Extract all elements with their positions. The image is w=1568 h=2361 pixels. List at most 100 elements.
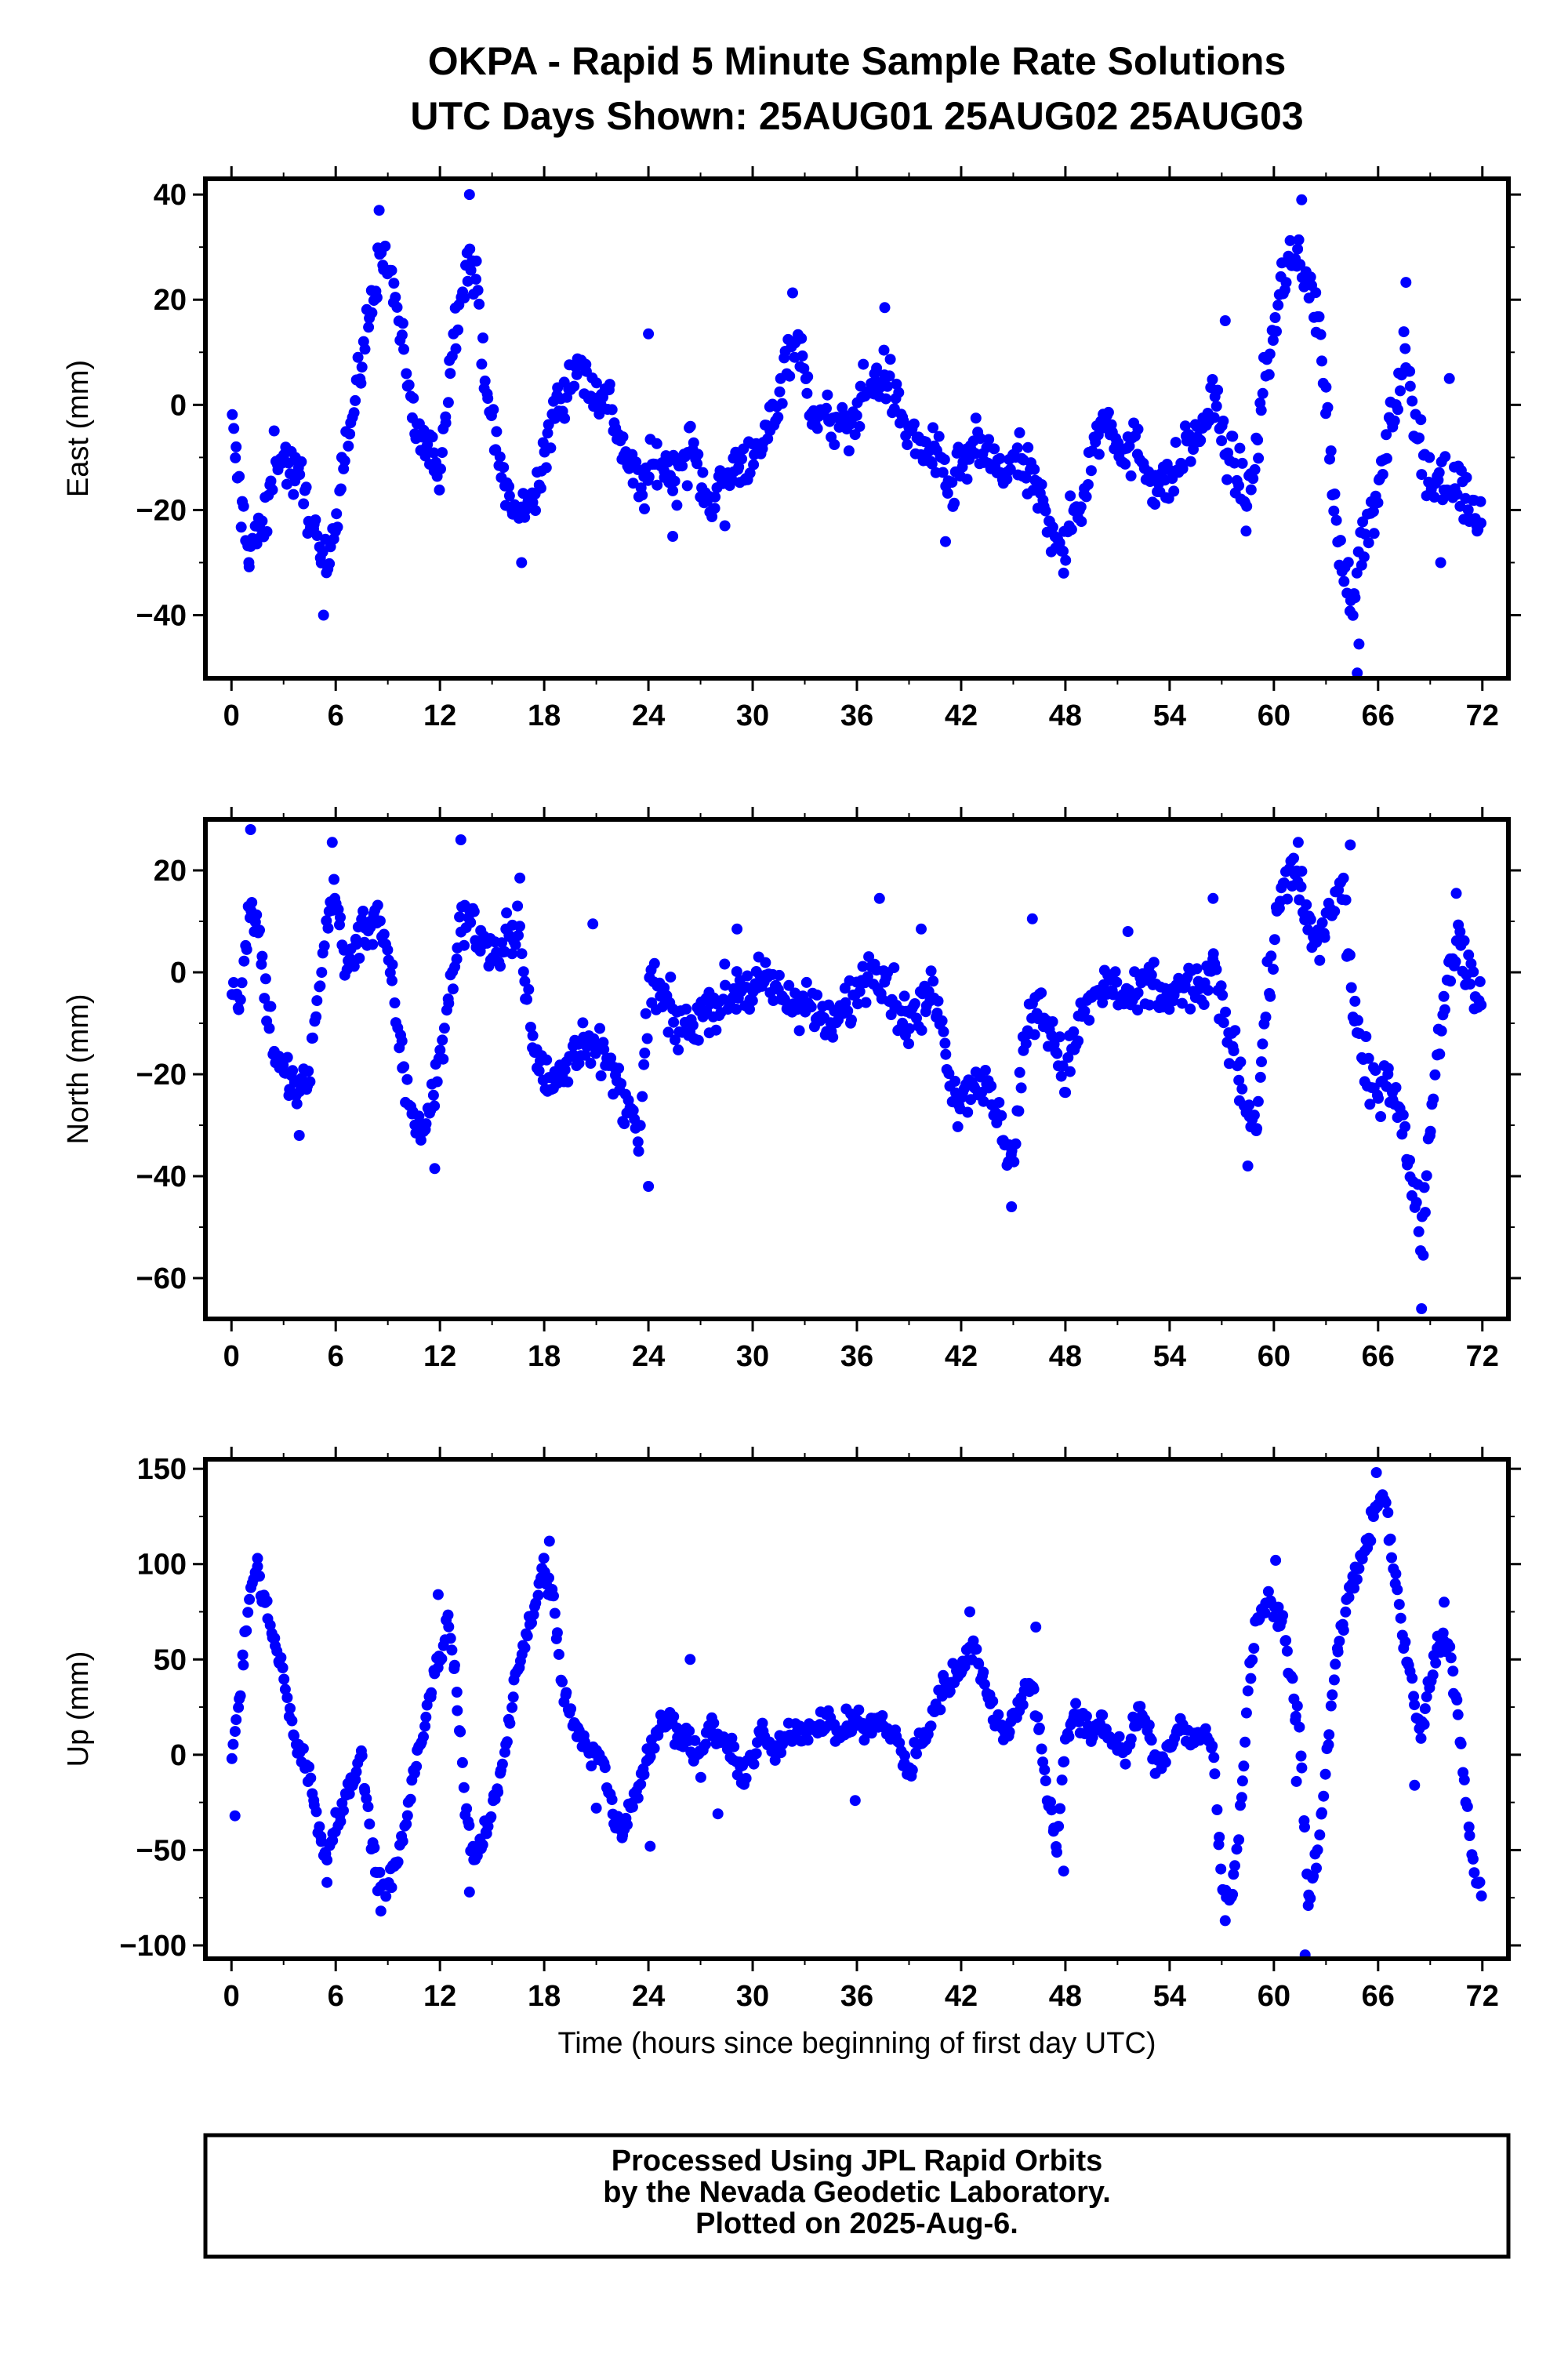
data-point <box>1263 369 1275 380</box>
chart-title-line1: OKPA - Rapid 5 Minute Sample Rate Soluti… <box>428 39 1287 83</box>
data-point <box>429 1163 441 1175</box>
data-point <box>1125 470 1137 481</box>
data-point <box>797 350 808 361</box>
x-tick-label: 0 <box>223 699 240 732</box>
data-point <box>1370 1065 1381 1077</box>
data-point <box>1282 893 1293 905</box>
data-point <box>805 1001 817 1013</box>
data-point <box>684 1725 695 1737</box>
data-point <box>1198 999 1210 1010</box>
data-point <box>595 1070 607 1081</box>
data-point <box>1363 1052 1374 1064</box>
data-point <box>1364 1099 1376 1110</box>
y-tick-label: 0 <box>170 957 187 990</box>
data-point <box>1381 452 1392 464</box>
data-point <box>420 1118 432 1130</box>
x-tick-label: 42 <box>945 1980 978 2013</box>
data-point <box>296 456 307 467</box>
data-point <box>361 1793 372 1804</box>
data-point <box>364 1818 376 1830</box>
data-point <box>1325 445 1337 456</box>
data-point <box>374 1866 386 1878</box>
data-point <box>343 440 354 452</box>
data-point <box>1212 384 1224 396</box>
footer-box <box>203 2133 1511 2259</box>
data-point <box>358 906 369 917</box>
data-point <box>1268 964 1279 975</box>
data-point <box>1200 1723 1211 1734</box>
data-point <box>254 1571 265 1582</box>
data-point <box>1013 1106 1025 1117</box>
data-point <box>769 1754 781 1766</box>
data-point <box>1413 1226 1425 1237</box>
data-point <box>903 1038 914 1050</box>
data-point <box>1319 932 1330 943</box>
data-point <box>514 921 525 932</box>
data-point <box>783 979 795 991</box>
data-point <box>903 1022 915 1034</box>
data-point <box>1177 463 1189 474</box>
data-point <box>1188 444 1199 455</box>
data-point <box>1353 638 1365 650</box>
data-point <box>1207 892 1219 904</box>
data-point <box>893 387 905 398</box>
data-point <box>853 1704 865 1716</box>
data-point <box>396 1035 408 1047</box>
data-point <box>933 430 945 442</box>
data-point <box>1254 1071 1266 1083</box>
data-point <box>1251 1123 1263 1135</box>
data-point <box>916 1024 927 1036</box>
data-point <box>1113 1731 1125 1742</box>
data-point <box>1228 1869 1240 1880</box>
data-point <box>1040 1775 1051 1787</box>
data-point <box>1269 312 1281 323</box>
data-point <box>673 1044 684 1055</box>
data-point <box>1036 1743 1047 1755</box>
data-point <box>1409 1779 1421 1791</box>
data-point <box>1211 1804 1223 1815</box>
data-point <box>1338 1625 1349 1636</box>
data-point <box>1328 505 1340 517</box>
data-point <box>1236 1792 1247 1803</box>
data-point <box>227 409 238 420</box>
data-point <box>821 402 832 414</box>
y-tick-label: −60 <box>136 1262 187 1295</box>
data-point <box>587 918 599 930</box>
data-point <box>1464 1830 1475 1841</box>
data-point <box>854 420 866 432</box>
data-point <box>925 1720 937 1732</box>
data-point <box>1316 1807 1327 1818</box>
data-point <box>234 470 245 482</box>
data-point <box>946 477 958 489</box>
data-point <box>456 1756 468 1768</box>
data-point <box>332 521 343 533</box>
data-point <box>993 1709 1004 1720</box>
data-point <box>1032 1711 1044 1723</box>
data-point <box>1419 1207 1431 1219</box>
data-point <box>768 995 779 1006</box>
data-point <box>1344 950 1356 961</box>
data-point <box>615 1078 627 1089</box>
data-point <box>338 1805 349 1817</box>
data-point <box>1063 1731 1075 1742</box>
data-point <box>311 995 323 1007</box>
data-point <box>485 1811 497 1822</box>
data-point <box>1029 463 1040 475</box>
data-point <box>387 959 398 971</box>
data-point <box>549 1607 561 1619</box>
data-point <box>1462 504 1474 516</box>
data-point <box>1257 387 1269 399</box>
data-point <box>750 1748 762 1760</box>
data-point <box>374 915 386 927</box>
data-point <box>1377 469 1388 480</box>
data-point <box>1454 926 1466 938</box>
data-point <box>501 907 513 919</box>
data-point <box>519 1642 531 1654</box>
data-point <box>1148 957 1160 968</box>
data-point <box>516 948 528 960</box>
data-point <box>476 358 488 370</box>
data-point <box>1427 1669 1439 1681</box>
data-point <box>1438 990 1450 1002</box>
data-point <box>386 1882 397 1894</box>
data-point <box>648 957 660 969</box>
